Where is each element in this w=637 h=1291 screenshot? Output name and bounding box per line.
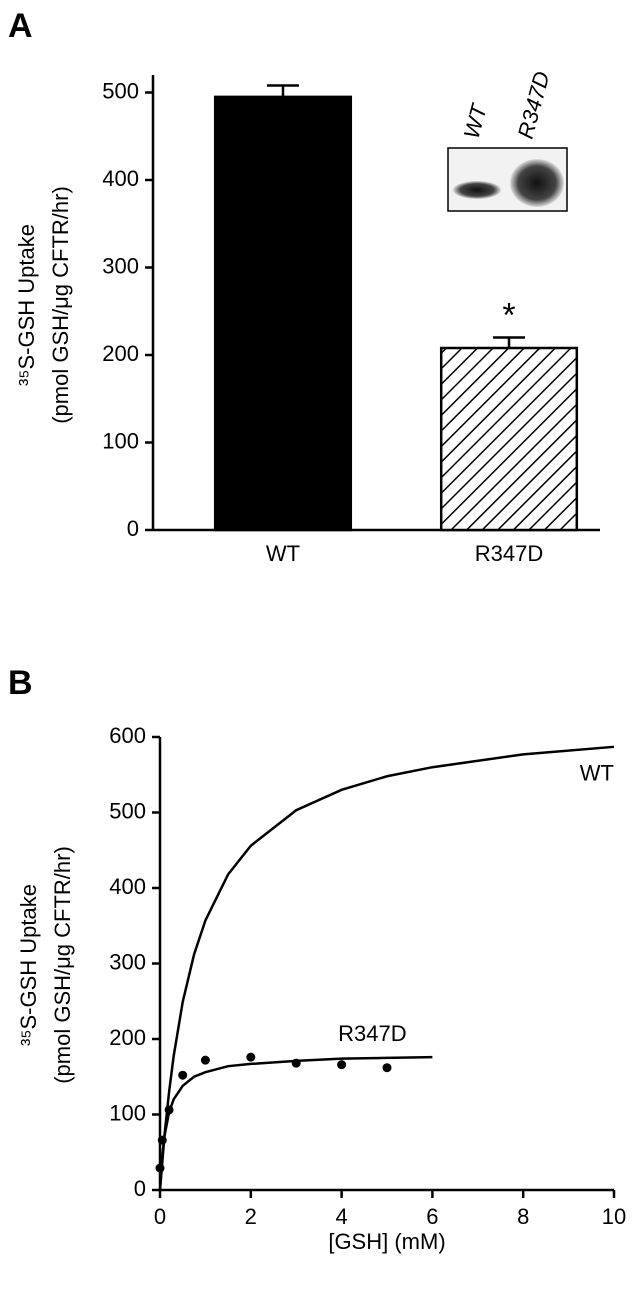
y-tick-label: 600 xyxy=(109,723,146,748)
x-tick-label: R347D xyxy=(475,541,543,566)
curve-label: WT xyxy=(580,761,614,786)
x-tick-label: 10 xyxy=(602,1204,626,1229)
y-tick-label: 500 xyxy=(102,78,139,103)
inset-label: WT xyxy=(459,100,492,141)
y-tick-label: 400 xyxy=(109,874,146,899)
y-tick-label: 0 xyxy=(127,516,139,541)
x-tick-label: WT xyxy=(266,541,300,566)
bar xyxy=(439,346,579,532)
inset-label: R347D xyxy=(513,69,555,142)
y-tick-label: 0 xyxy=(134,1176,146,1201)
y-tick-label: 400 xyxy=(102,166,139,191)
panel-label: B xyxy=(8,664,33,702)
data-point xyxy=(246,1052,256,1062)
x-axis-label: [GSH] (mM) xyxy=(328,1229,445,1254)
fit-curve xyxy=(158,1055,433,1191)
y-axis-label: (pmol GSH/μg CFTR/hr) xyxy=(50,846,75,1084)
y-axis-label: ³⁵S-GSH Uptake xyxy=(16,884,41,1046)
inset-blot xyxy=(447,147,568,212)
data-point xyxy=(157,1135,167,1145)
y-tick-label: 300 xyxy=(109,949,146,974)
y-tick-label: 100 xyxy=(109,1100,146,1125)
y-axis-label: (pmol GSH/μg CFTR/hr) xyxy=(48,186,73,424)
x-tick-label: 8 xyxy=(517,1204,529,1229)
data-point xyxy=(178,1070,188,1080)
x-tick-label: 0 xyxy=(154,1204,166,1229)
y-tick-label: 300 xyxy=(102,253,139,278)
bar xyxy=(213,95,353,532)
y-tick-label: 200 xyxy=(109,1025,146,1050)
data-point xyxy=(337,1060,347,1070)
y-tick-label: 500 xyxy=(109,798,146,823)
x-tick-label: 4 xyxy=(335,1204,347,1229)
data-point xyxy=(200,1055,210,1065)
x-tick-label: 6 xyxy=(426,1204,438,1229)
y-tick-label: 200 xyxy=(102,341,139,366)
panel-label: A xyxy=(8,7,33,45)
y-axis-label: ³⁵S-GSH Uptake xyxy=(14,224,39,386)
data-point xyxy=(291,1058,301,1068)
data-point xyxy=(155,1163,165,1173)
curve-label: R347D xyxy=(338,1021,406,1046)
fit-curve xyxy=(158,745,615,1191)
annotation: * xyxy=(502,296,515,334)
data-point xyxy=(382,1063,392,1073)
x-tick-label: 2 xyxy=(245,1204,257,1229)
y-tick-label: 100 xyxy=(102,428,139,453)
data-point xyxy=(164,1105,174,1115)
